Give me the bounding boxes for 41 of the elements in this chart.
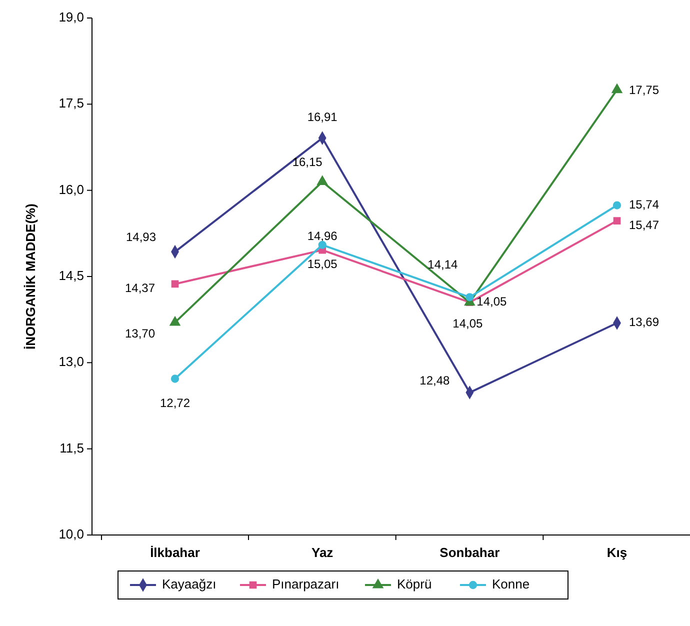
point: [170, 374, 180, 383]
point: [318, 240, 326, 249]
point: [612, 201, 622, 210]
y-tick-label: 17,5: [58, 96, 84, 111]
legend-label: Konne: [492, 576, 530, 592]
data-label: 14,05: [452, 316, 484, 331]
point: [613, 217, 621, 224]
data-label: 15,47: [628, 218, 660, 232]
point: [466, 293, 474, 302]
y-tick-label: 16,0: [58, 182, 84, 197]
point: [612, 84, 622, 94]
y-tick-label: 19,0: [58, 9, 84, 24]
legend-label: Pınarpazarı: [272, 576, 340, 592]
x-tick-label: Sonbahar: [440, 545, 500, 560]
data-label: 14,14: [428, 257, 458, 272]
point: [171, 280, 179, 288]
legend-label: Köprü: [397, 576, 432, 592]
x-tick-label: Yaz: [311, 545, 334, 560]
y-tick-label: 13,0: [58, 354, 84, 370]
y-axis-title: İNORGANİK MADDE(%): [23, 204, 38, 350]
data-label: 12,48: [420, 374, 450, 388]
data-label: 16,15: [292, 154, 323, 169]
data-label: 12,72: [160, 396, 190, 410]
data-label: 15,74: [628, 197, 660, 212]
data-label: 16,91: [307, 110, 338, 124]
x-tick-label: Kış: [606, 545, 628, 560]
point: [170, 316, 180, 326]
data-label: 13,69: [628, 315, 660, 330]
y-tick-label: 10,0: [58, 526, 84, 542]
x-tick-label: İlkbahar: [150, 545, 200, 560]
point: [317, 176, 328, 185]
data-label: 14,93: [126, 230, 156, 244]
data-label: 14,05: [476, 294, 508, 309]
y-tick-label: 14,5: [58, 268, 84, 283]
y-tick-label: 11,5: [60, 440, 84, 456]
data-label: 15,05: [307, 257, 338, 272]
data-label: 13,70: [124, 326, 156, 341]
data-label: 17,75: [628, 82, 660, 97]
legend-label: Kayaağzı: [162, 576, 216, 592]
data-label: 14,96: [307, 229, 338, 244]
data-label: 14,37: [124, 281, 156, 296]
